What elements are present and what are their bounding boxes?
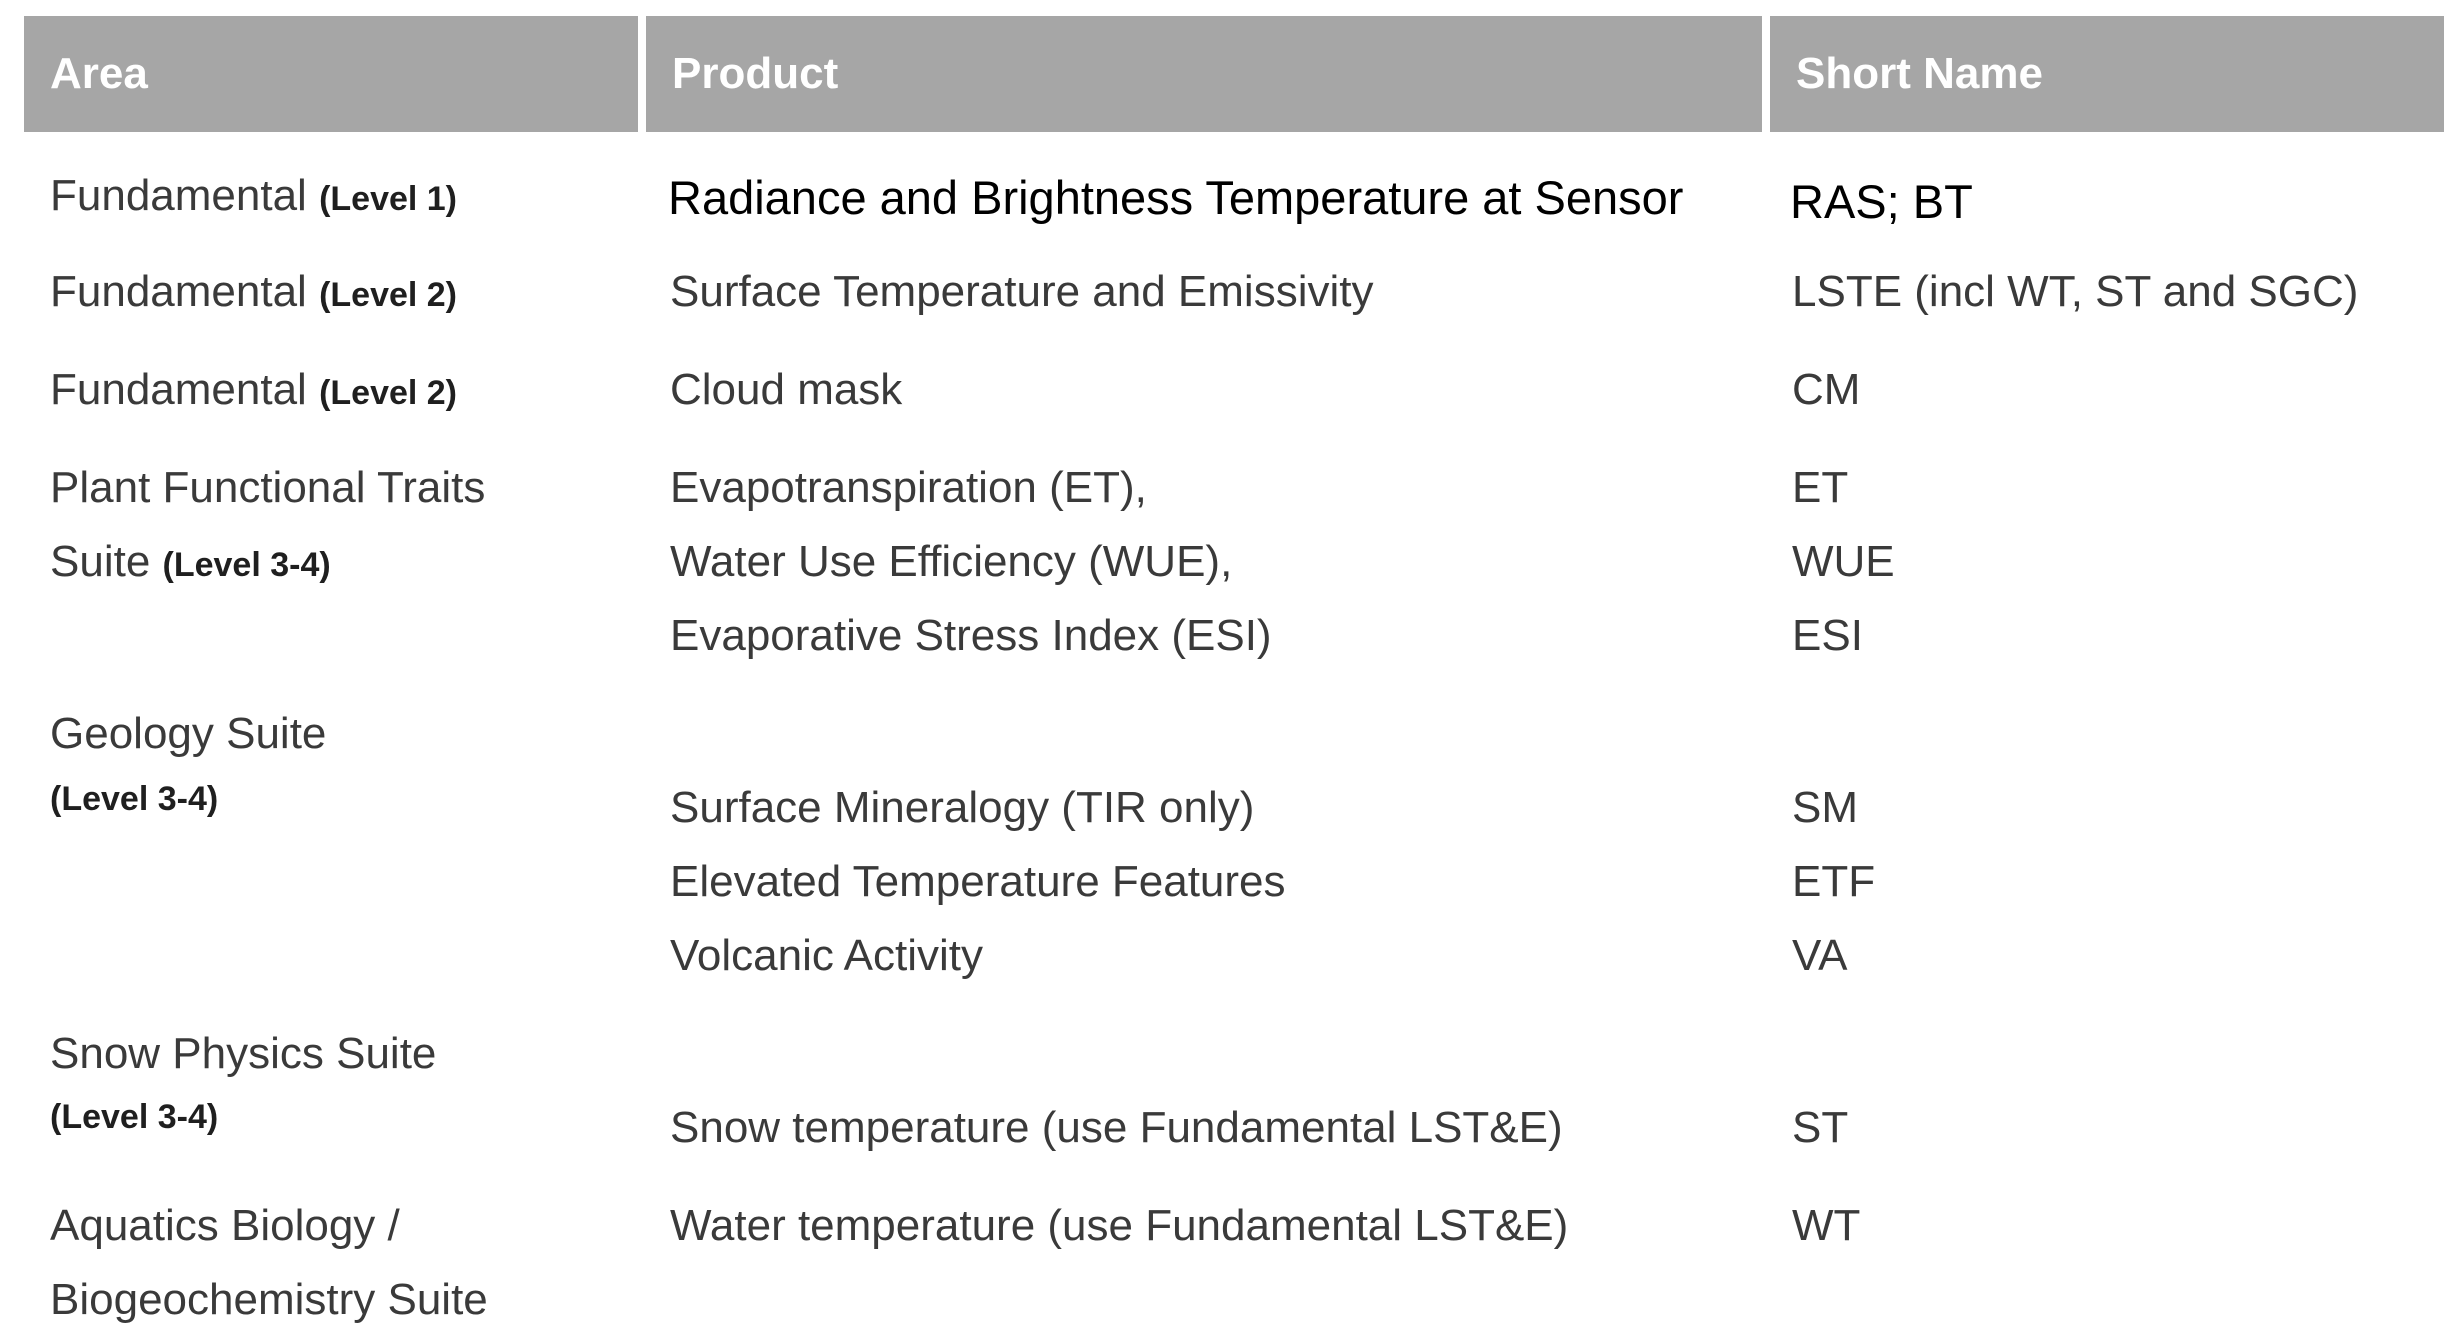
area-cell: Aquatics Biology / bbox=[50, 1204, 400, 1248]
area-text: Fundamental bbox=[50, 365, 320, 414]
product-cell: Elevated Temperature Features bbox=[670, 857, 1286, 906]
product-cell: Water Use Efficiency (WUE), bbox=[670, 537, 1233, 586]
header-short-name-label: Short Name bbox=[1796, 49, 2043, 98]
area-level: (Level 3-4) bbox=[50, 780, 219, 818]
short-name-cell: ESI bbox=[1792, 611, 1863, 660]
product-cell: Surface Temperature and Emissivity bbox=[670, 267, 1374, 316]
product-cell: Volcanic Activity bbox=[670, 931, 984, 980]
short-name-cell: VA bbox=[1792, 931, 1848, 980]
header-area-label: Area bbox=[50, 49, 148, 98]
product-cell: Evapotranspiration (ET), bbox=[670, 463, 1147, 512]
area-cell: Fundamental (Level 2) bbox=[50, 368, 457, 412]
short-name-cell: SM bbox=[1792, 783, 1858, 832]
area-level: (Level 1) bbox=[319, 180, 458, 218]
product-cell: Surface Mineralogy (TIR only) bbox=[670, 783, 1255, 832]
area-level: (Level 2) bbox=[319, 276, 458, 314]
area-cell: Geology Suite bbox=[50, 712, 326, 756]
short-name-cell: WT bbox=[1792, 1201, 1861, 1250]
short-name-cell: ET bbox=[1792, 463, 1849, 512]
area-text: Aquatics Biology / bbox=[50, 1201, 400, 1250]
area-text: Biogeochemistry Suite bbox=[50, 1275, 488, 1324]
header-short-name: Short Name bbox=[1770, 16, 2444, 132]
product-cell: Evaporative Stress Index (ESI) bbox=[670, 611, 1272, 660]
header-product-label: Product bbox=[672, 49, 839, 98]
short-name-cell: CM bbox=[1792, 365, 1861, 414]
area-cell: Snow Physics Suite bbox=[50, 1032, 436, 1076]
area-cell: (Level 3-4) bbox=[50, 1092, 218, 1136]
product-cell: Water temperature (use Fundamental LST&E… bbox=[670, 1201, 1569, 1250]
short-name-cell: RAS; BT bbox=[1790, 175, 1973, 228]
short-name-cell: WUE bbox=[1792, 537, 1895, 586]
area-text: Plant Functional Traits bbox=[50, 463, 486, 512]
area-cell: Fundamental (Level 2) bbox=[50, 270, 457, 314]
product-cell: Snow temperature (use Fundamental LST&E) bbox=[670, 1103, 1563, 1152]
area-level: (Level 2) bbox=[319, 374, 458, 412]
header-product: Product bbox=[646, 16, 1762, 132]
area-text: Fundamental bbox=[50, 171, 320, 220]
area-text: Fundamental bbox=[50, 267, 320, 316]
area-level: (Level 3-4) bbox=[50, 1098, 219, 1136]
short-name-cell: ST bbox=[1792, 1103, 1849, 1152]
area-text: Geology Suite bbox=[50, 709, 327, 758]
product-cell: Cloud mask bbox=[670, 365, 903, 414]
area-text: Suite bbox=[50, 537, 163, 586]
area-cell: Biogeochemistry Suite bbox=[50, 1278, 488, 1322]
area-cell: Fundamental (Level 1) bbox=[50, 174, 457, 218]
area-cell: (Level 3-4) bbox=[50, 774, 218, 818]
short-name-cell: LSTE (incl WT, ST and SGC) bbox=[1792, 267, 2359, 316]
area-level: (Level 3-4) bbox=[162, 546, 331, 584]
header-area: Area bbox=[24, 16, 638, 132]
area-text: Snow Physics Suite bbox=[50, 1029, 437, 1078]
short-name-cell: ETF bbox=[1792, 857, 1876, 906]
area-cell: Plant Functional Traits bbox=[50, 466, 485, 510]
product-cell: Radiance and Brightness Temperature at S… bbox=[668, 171, 1684, 224]
area-cell: Suite (Level 3-4) bbox=[50, 540, 331, 584]
